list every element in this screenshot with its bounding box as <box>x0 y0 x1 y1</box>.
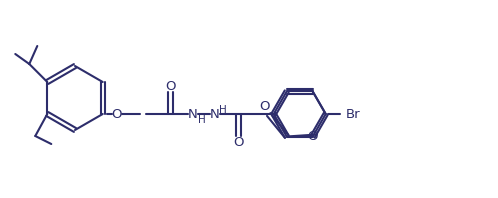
Text: O: O <box>307 130 318 143</box>
Text: O: O <box>259 100 270 113</box>
Text: O: O <box>165 80 176 92</box>
Text: N: N <box>188 108 198 121</box>
Text: O: O <box>112 108 122 121</box>
Text: O: O <box>234 135 244 148</box>
Text: Br: Br <box>346 108 361 121</box>
Text: H: H <box>198 115 206 125</box>
Text: H: H <box>219 105 227 115</box>
Text: N: N <box>210 108 220 121</box>
